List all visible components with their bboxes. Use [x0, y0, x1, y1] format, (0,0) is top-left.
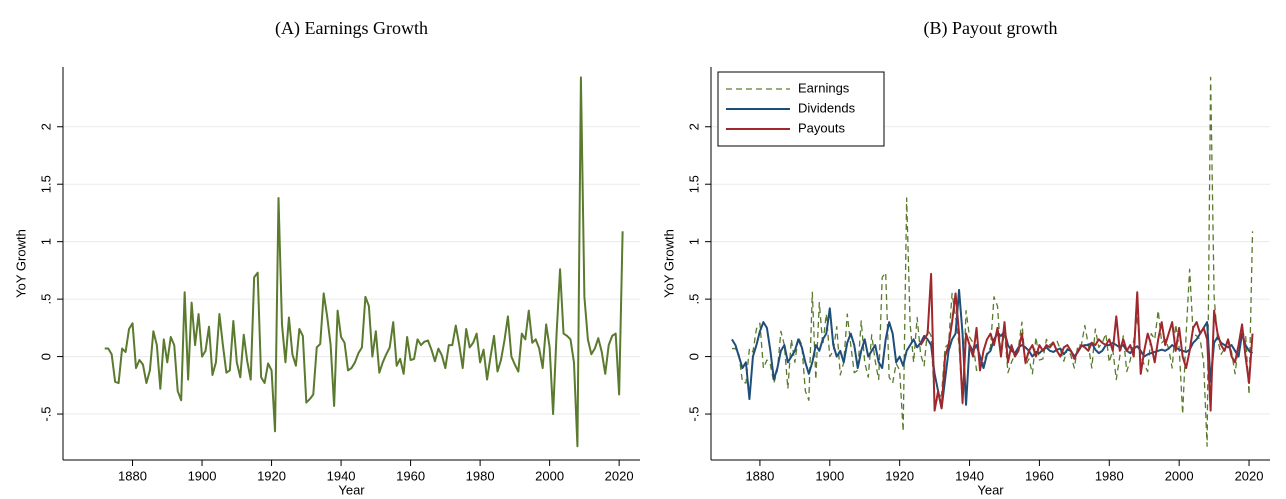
panel: (B) Payout growth -.5 0 .5 1 1.5 2 1880 1900 1920… [661, 18, 1270, 497]
y-tick-label: 0 [38, 353, 53, 360]
y-tick-label: .5 [686, 294, 701, 305]
y-axis-title: YoY Growth [13, 229, 28, 298]
x-tick-label: 2000 [1165, 468, 1194, 483]
y-tick-label: .5 [38, 294, 53, 305]
series-line [104, 76, 624, 448]
legend: Earnings Dividends Payouts [717, 71, 885, 147]
y-tick-label: 1.5 [38, 175, 53, 193]
x-axis-title: Year [338, 482, 365, 497]
y-axis-title: YoY Growth [661, 229, 676, 298]
y-tick-label: -.5 [38, 406, 53, 421]
x-tick-label: 1960 [396, 468, 425, 483]
series-line [731, 288, 1254, 410]
x-tick-label: 1920 [885, 468, 914, 483]
x-tick-label: 1880 [745, 468, 774, 483]
x-tick-label: 1900 [188, 468, 217, 483]
y-tick-label: 1 [686, 238, 701, 245]
y-tick-label: 1.5 [686, 175, 701, 193]
x-tick-label: 1940 [955, 468, 984, 483]
x-tick-label: 1980 [466, 468, 495, 483]
x-axis-title: Year [977, 482, 1004, 497]
y-tick-label: 2 [686, 123, 701, 130]
x-tick-label: 1920 [257, 468, 286, 483]
legend-label: Payouts [798, 120, 845, 135]
panel-title: (B) Payout growth [924, 18, 1058, 39]
legend-label: Earnings [798, 80, 850, 95]
x-tick-label: 1940 [327, 468, 356, 483]
x-tick-label: 2000 [535, 468, 564, 483]
x-tick-label: 1880 [118, 468, 147, 483]
y-tick-label: 2 [38, 123, 53, 130]
x-tick-label: 1900 [815, 468, 844, 483]
y-tick-label: 1 [38, 238, 53, 245]
x-tick-label: 1980 [1095, 468, 1124, 483]
panel: (A) Earnings Growth -.5 0 .5 1 1.5 2 1880 1900 19… [13, 18, 640, 497]
series-line [731, 76, 1254, 447]
x-tick-label: 1960 [1025, 468, 1054, 483]
series-line [919, 272, 1254, 412]
y-tick-label: -.5 [686, 406, 701, 421]
panel-title: (A) Earnings Growth [275, 18, 428, 39]
x-tick-label: 2020 [1235, 468, 1264, 483]
legend-label: Dividends [798, 100, 856, 115]
x-tick-label: 2020 [605, 468, 634, 483]
y-tick-label: 0 [686, 353, 701, 360]
